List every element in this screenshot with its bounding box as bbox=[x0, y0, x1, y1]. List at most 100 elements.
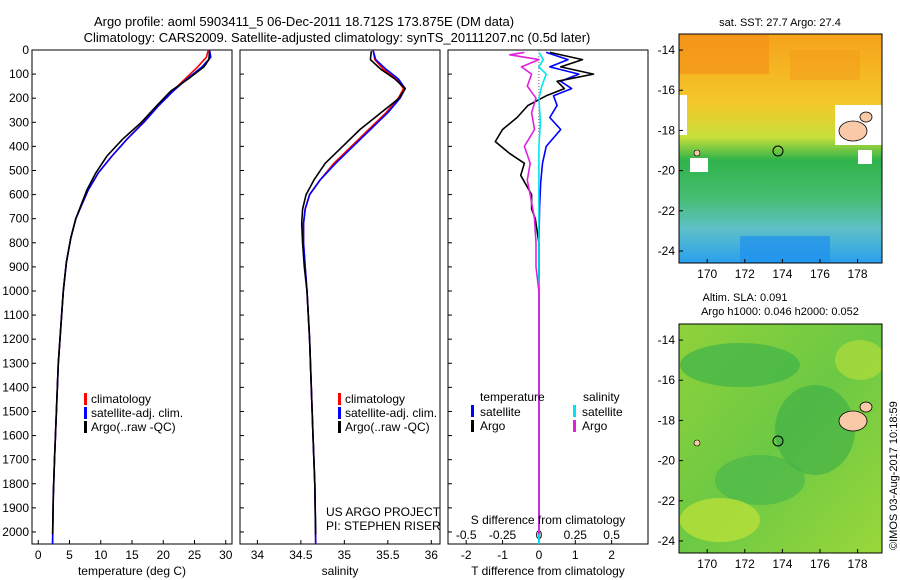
map-x-tick-label: 170 bbox=[697, 557, 717, 571]
sst-warm-patch bbox=[790, 50, 860, 80]
profile-marks: 0 5 10 15 20 25 300100200300400500600700800900… bbox=[2, 43, 620, 562]
s-difference-axis-title: S difference from climatology bbox=[471, 513, 626, 527]
series-line-temperature-climatology bbox=[51, 49, 210, 545]
map-y-tick-label: -24 bbox=[658, 244, 676, 258]
y-tick-label: 1100 bbox=[3, 308, 29, 322]
legend-swatch-icon bbox=[471, 420, 474, 432]
x-tick-label: -1 bbox=[497, 548, 508, 562]
sla-map-title-line2: Argo h1000: 0.046 h2000: 0.052 bbox=[701, 306, 859, 318]
y-tick-label: 1200 bbox=[2, 332, 29, 346]
map-y-tick-label: -20 bbox=[658, 164, 676, 178]
legend-swatch-icon bbox=[573, 420, 576, 432]
salinity-panel-frame bbox=[239, 49, 441, 545]
map-x-tick-label: 176 bbox=[810, 267, 830, 281]
sst-cloud-gap bbox=[858, 150, 872, 164]
difference-legend: temperature satellite Argo salinity sate… bbox=[471, 390, 623, 433]
figure-title-line2: Climatology: CARS2009. Satellite-adjuste… bbox=[84, 30, 591, 45]
sla-map bbox=[678, 323, 883, 554]
map-y-tick-label: -16 bbox=[658, 83, 676, 97]
island-shape bbox=[693, 439, 701, 447]
series-line-salinity-satellite-adj-clim- bbox=[302, 49, 407, 545]
legend-label-argo: Argo(..raw -QC) bbox=[345, 420, 430, 434]
map-y-tick-label: -14 bbox=[658, 43, 676, 57]
sla-high-patch bbox=[835, 340, 882, 380]
legend-label-sal-argo: Argo bbox=[582, 419, 608, 433]
sst-cloud-gap bbox=[690, 158, 708, 172]
x-top-tick-label: -0.5 bbox=[456, 528, 477, 542]
legend-label-climatology: climatology bbox=[91, 392, 151, 406]
legend-swatch-icon bbox=[84, 421, 87, 433]
map-x-tick-label: 172 bbox=[735, 557, 755, 571]
x-top-tick-label: -0.25 bbox=[489, 528, 517, 542]
temperature-axis-title: temperature (deg C) bbox=[78, 564, 186, 578]
y-tick-label: 600 bbox=[9, 188, 29, 202]
legend-label-sal-satellite: satellite bbox=[582, 405, 623, 419]
legend-label-climatology: climatology bbox=[345, 392, 405, 406]
y-tick-label: 0 bbox=[22, 43, 29, 57]
legend-swatch-icon bbox=[338, 407, 341, 419]
y-tick-label: 400 bbox=[9, 139, 29, 153]
series-line-temperature-argo-raw-qc- bbox=[51, 51, 211, 535]
x-tick-label: 20 bbox=[157, 548, 171, 562]
pi-credit: PI: STEPHEN RISER bbox=[326, 519, 441, 533]
legend-swatch-icon bbox=[338, 421, 341, 433]
sst-warm-patch bbox=[679, 34, 769, 74]
t-difference-axis-title: T difference from climatology bbox=[471, 564, 625, 578]
series-line-difference-satellite bbox=[538, 51, 580, 544]
legend-swatch-icon bbox=[573, 405, 576, 417]
y-tick-label: 2000 bbox=[2, 525, 29, 539]
sla-low-patch bbox=[775, 385, 855, 475]
legend-label-satellite: satellite-adj. clim. bbox=[345, 406, 437, 420]
map-x-tick-label: 174 bbox=[772, 557, 792, 571]
legend-label-satellite: satellite-adj. clim. bbox=[91, 406, 183, 420]
y-tick-label: 1500 bbox=[2, 404, 29, 418]
sla-low-patch bbox=[680, 343, 800, 387]
series-line-temperature-satellite-adj-clim- bbox=[51, 49, 212, 545]
map-y-tick-label: -18 bbox=[658, 123, 676, 137]
legend-swatch-icon bbox=[471, 405, 474, 417]
y-tick-label: 800 bbox=[9, 236, 29, 250]
sst-map-frame bbox=[678, 33, 883, 264]
legend-swatch-icon bbox=[338, 393, 341, 405]
y-tick-label: 1800 bbox=[2, 477, 29, 491]
y-tick-label: 100 bbox=[9, 67, 29, 81]
project-credit: US ARGO PROJECT bbox=[326, 505, 441, 519]
circle-marker-icon bbox=[772, 435, 784, 447]
map-x-tick-label: 170 bbox=[697, 267, 717, 281]
figure-title-line1: Argo profile: aoml 5903411_5 06-Dec-2011… bbox=[94, 14, 514, 29]
sla-low-patch bbox=[715, 455, 805, 505]
x-tick-label: 35.5 bbox=[376, 548, 400, 562]
y-tick-label: 1400 bbox=[2, 380, 29, 394]
x-tick-label: -2 bbox=[461, 548, 472, 562]
salinity-legend: climatology satellite-adj. clim. Argo(..… bbox=[338, 392, 437, 434]
difference-panel-frame bbox=[447, 49, 649, 545]
map-y-tick-label: -24 bbox=[658, 534, 676, 548]
x-tick-label: 25 bbox=[188, 548, 202, 562]
y-tick-label: 1900 bbox=[2, 501, 29, 515]
island-shape bbox=[693, 149, 701, 157]
map-y-tick-label: -22 bbox=[658, 204, 676, 218]
y-tick-label: 200 bbox=[9, 91, 29, 105]
map-x-tick-label: 174 bbox=[772, 267, 792, 281]
sst-cloud-gap bbox=[679, 95, 687, 135]
x-tick-label: 15 bbox=[125, 548, 139, 562]
series-line-difference-satellite bbox=[538, 51, 548, 544]
x-tick-label: 30 bbox=[219, 548, 233, 562]
x-tick-label: 34 bbox=[251, 548, 265, 562]
legend-heading-salinity: salinity bbox=[583, 390, 620, 404]
legend-heading-temperature: temperature bbox=[480, 390, 545, 404]
sla-map-title-line1: Altim. SLA: 0.091 bbox=[703, 292, 788, 304]
temperature-panel-frame bbox=[31, 49, 233, 545]
imos-credit: ©IMOS 03-Aug-2017 10:18:59 bbox=[888, 401, 900, 550]
circle-marker-icon bbox=[772, 145, 784, 157]
series-line-difference-argo bbox=[508, 51, 540, 535]
legend-label-argo: Argo(..raw -QC) bbox=[91, 420, 176, 434]
map-x-tick-label: 172 bbox=[735, 267, 755, 281]
y-tick-label: 900 bbox=[9, 260, 29, 274]
series-line-salinity-climatology bbox=[302, 49, 405, 545]
legend-swatch-icon bbox=[84, 393, 87, 405]
island-shape bbox=[838, 120, 868, 142]
temperature-legend: climatology satellite-adj. clim. Argo(..… bbox=[84, 392, 183, 434]
series-line-difference-argo bbox=[494, 51, 595, 535]
